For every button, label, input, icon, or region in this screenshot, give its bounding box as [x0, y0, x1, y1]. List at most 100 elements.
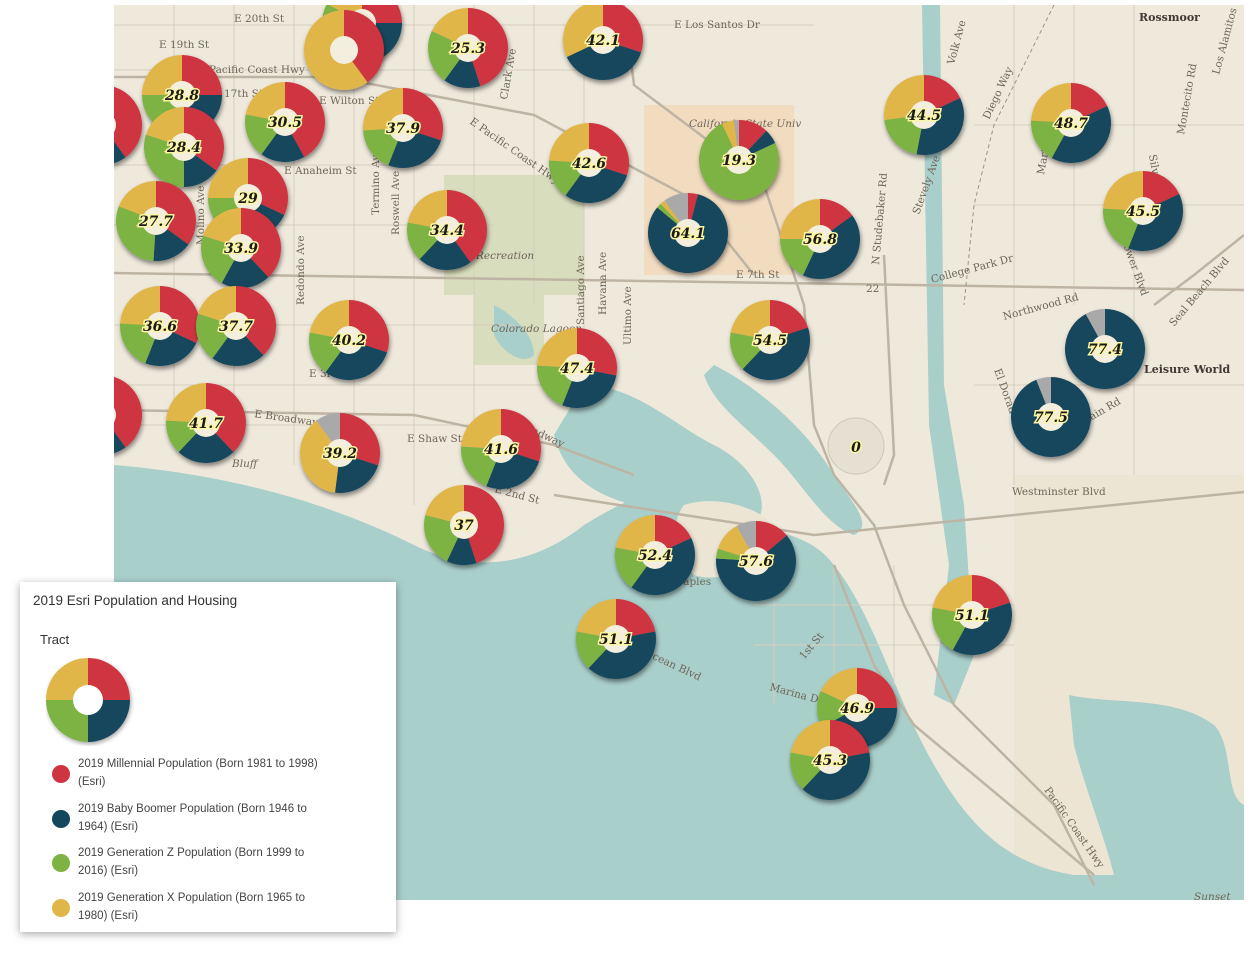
- tract-pie-chart[interactable]: [201, 208, 281, 288]
- pie-hole: [674, 219, 702, 247]
- pie-slice-genx: [407, 190, 447, 230]
- pie-hole: [843, 694, 871, 722]
- street-label: Pacific Coast Hwy: [209, 64, 305, 76]
- legend-label: 2019 Millennial Population (Born 1981 to…: [78, 758, 318, 788]
- tract-pie-chart[interactable]: [245, 82, 325, 162]
- legend-swatch-millennial: [52, 765, 70, 783]
- tract-pie-chart[interactable]: [196, 286, 276, 366]
- tract-pie-chart[interactable]: [460, 409, 541, 489]
- pie-hole: [1091, 335, 1119, 363]
- legend-subtitle: Tract: [40, 632, 70, 647]
- ocean: [114, 465, 1244, 900]
- pie-hole: [234, 184, 262, 212]
- tract-pie-chart[interactable]: [304, 10, 384, 91]
- tract-pie-chart[interactable]: [615, 515, 695, 595]
- street-label: Volk Ave: [945, 19, 969, 67]
- pie-median-age-label: 42.1: [586, 33, 620, 49]
- tract-pie-chart[interactable]: [780, 199, 860, 280]
- basemap-canvas: E 20th St E 19th St Pacific Coast Hwy 17…: [114, 5, 1244, 900]
- tract-pie-chart[interactable]: [144, 106, 224, 187]
- pie-slice-boomer: [419, 230, 471, 271]
- street-label: Ultimo Ave: [622, 286, 634, 345]
- place-label: Rossmoor: [1139, 11, 1200, 24]
- pie-slice-genx: [120, 286, 160, 326]
- pie-hole: [454, 34, 482, 62]
- basemap[interactable]: E 20th St E 19th St Pacific Coast Hwy 17…: [114, 5, 1244, 900]
- street-label: E Broadway: [254, 408, 319, 429]
- street-label: Westminster Blvd: [1012, 486, 1106, 498]
- tract-pie-chart[interactable]: [549, 122, 630, 203]
- pie-median-age-label: 48.7: [1054, 116, 1088, 132]
- street-label: E Los Santos Dr: [674, 19, 761, 31]
- tract-pie-chart[interactable]: [647, 193, 728, 274]
- tract-pie-chart[interactable]: [730, 300, 810, 381]
- tract-pie-chart[interactable]: [716, 521, 797, 601]
- tract-pie-chart[interactable]: [424, 485, 504, 565]
- street-label: Los Alamitos: [1210, 7, 1239, 76]
- street-label: E 19th St: [159, 39, 210, 51]
- tract-pie-chart[interactable]: [428, 7, 508, 88]
- street-label: Seal Beach Blvd: [1167, 255, 1232, 329]
- tract-pie-chart[interactable]: [817, 668, 898, 748]
- tract-pie-chart[interactable]: [166, 383, 247, 464]
- pie-slice-boomer: [1128, 193, 1183, 251]
- pie-slice-millennial: [184, 106, 224, 171]
- pie-slice-boomer: [446, 525, 477, 565]
- street-label: Redondo Ave: [295, 235, 307, 305]
- tract-pie-chart[interactable]: [932, 575, 1012, 655]
- legend-label: 2019 Baby Boomer Population (Born 1946 t…: [78, 803, 307, 833]
- pie-slice-millennial: [344, 10, 384, 83]
- pie-slice-millennial: [114, 376, 142, 448]
- pie-slice-millennial: [830, 720, 870, 760]
- zero-marker: 0: [851, 440, 861, 456]
- pie-median-age-label: 54.5: [753, 333, 787, 349]
- pie-hole: [1129, 197, 1157, 225]
- pie-slice-genx: [576, 599, 616, 639]
- tract-pie-chart[interactable]: [120, 286, 200, 367]
- pie-slice-millennial: [468, 8, 508, 87]
- place-label: Recreation: [475, 250, 534, 262]
- pie-median-age-label: 47.4: [560, 361, 594, 377]
- pie-median-age-label: 51.1: [955, 608, 989, 624]
- route-shield: 22: [866, 283, 879, 295]
- street-label: E 7th St: [736, 269, 780, 281]
- tract-pie-chart[interactable]: [789, 720, 870, 801]
- pie-slice-boomer: [588, 631, 657, 680]
- pie-hole: [487, 435, 515, 463]
- tract-pie-chart[interactable]: [699, 120, 779, 200]
- tract-pie-chart[interactable]: [1031, 83, 1111, 163]
- tract-pie-chart[interactable]: [563, 5, 643, 80]
- pie-median-age-label: 57.6: [739, 554, 773, 570]
- tract-pie-chart[interactable]: [537, 328, 617, 408]
- tract-pie-chart[interactable]: [114, 375, 142, 455]
- street-label: E Shaw St: [407, 433, 463, 445]
- pie-hole: [192, 409, 220, 437]
- railway: [963, 5, 1055, 306]
- pie-median-age-label: 41.7: [189, 416, 223, 432]
- tract-pie-chart[interactable]: [884, 75, 964, 155]
- pie-hole: [433, 216, 461, 244]
- pie-median-age-label: 51.1: [599, 632, 633, 648]
- tract-pie-chart[interactable]: [309, 300, 390, 380]
- pie-slice-genx: [208, 158, 248, 198]
- tract-pie-chart[interactable]: [1103, 171, 1183, 251]
- pie-median-age-label: 52.4: [638, 548, 672, 564]
- tract-pie-chart[interactable]: [407, 190, 488, 271]
- pie-hole: [146, 312, 174, 340]
- tract-pie-chart[interactable]: [300, 413, 380, 493]
- pie-slice-boomer: [444, 48, 481, 88]
- tract-pie-chart[interactable]: [576, 599, 657, 680]
- pie-slice-boomer: [916, 97, 964, 155]
- tract-pie-chart[interactable]: [363, 87, 443, 168]
- pie-hole: [742, 547, 770, 575]
- tract-pie-chart[interactable]: [1065, 309, 1145, 389]
- pie-slice-millennial: [241, 208, 281, 278]
- pie-median-age-label: 77.5: [1034, 410, 1068, 426]
- tract-pie-chart[interactable]: [114, 85, 142, 165]
- pie-slice-millennial: [206, 383, 247, 453]
- tract-pie-chart[interactable]: [116, 181, 196, 261]
- tract-pie-chart[interactable]: [1010, 377, 1091, 458]
- pie-slice-boomer: [114, 431, 126, 454]
- wetland-channel: [1069, 695, 1244, 875]
- pie-hole: [170, 133, 198, 161]
